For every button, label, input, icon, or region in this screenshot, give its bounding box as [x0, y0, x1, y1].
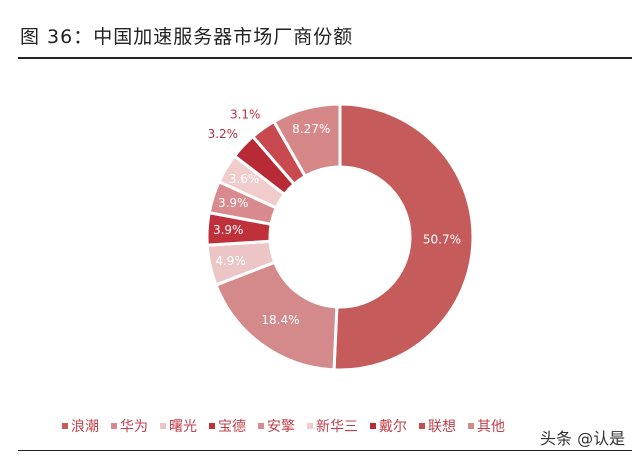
- legend-label: 宝德: [218, 419, 246, 435]
- slice-华为: [214, 260, 339, 372]
- legend-swatch: [468, 423, 474, 429]
- legend-swatch: [62, 423, 68, 429]
- legend-swatch: [370, 423, 376, 429]
- legend-label: 华为: [120, 419, 148, 435]
- data-label: 3.2%: [208, 127, 239, 141]
- watermark: 头条 @认是: [540, 429, 626, 448]
- slice-浪潮: [332, 102, 475, 372]
- legend-label: 曙光: [169, 419, 197, 435]
- legend-item: 联想: [419, 416, 456, 436]
- legend-swatch: [258, 423, 264, 429]
- legend-item: 安擎: [258, 416, 295, 436]
- legend: 浪潮 华为 曙光 宝德 安擎 新华三 戴尔 联想 其他: [62, 416, 505, 436]
- legend-item: 华为: [111, 416, 148, 436]
- legend-item: 新华三: [307, 416, 358, 436]
- top-rule: [18, 57, 632, 59]
- data-label: 3.1%: [230, 108, 261, 122]
- bottom-rule: [18, 450, 632, 451]
- legend-item: 戴尔: [370, 416, 407, 436]
- legend-swatch: [419, 423, 425, 429]
- legend-item: 其他: [468, 416, 505, 436]
- data-label: 4.9%: [215, 254, 246, 268]
- data-label: 50.7%: [423, 232, 461, 246]
- data-label: 18.4%: [261, 313, 299, 327]
- legend-item: 浪潮: [62, 416, 99, 436]
- data-label: 3.9%: [218, 196, 249, 210]
- legend-label: 联想: [428, 419, 456, 435]
- legend-label: 新华三: [316, 419, 358, 435]
- legend-swatch: [111, 423, 117, 429]
- legend-item: 曙光: [160, 416, 197, 436]
- legend-label: 戴尔: [379, 419, 407, 435]
- data-label: 3.6%: [229, 172, 260, 186]
- slice-其他: [271, 102, 342, 179]
- legend-swatch: [209, 423, 215, 429]
- legend-swatch: [307, 423, 313, 429]
- legend-item: 宝德: [209, 416, 246, 436]
- legend-swatch: [160, 423, 166, 429]
- legend-label: 浪潮: [71, 419, 99, 435]
- legend-label: 其他: [477, 419, 505, 435]
- data-label: 3.9%: [213, 223, 244, 237]
- legend-label: 安擎: [267, 419, 295, 435]
- data-label: 8.27%: [292, 122, 330, 136]
- figure-title: 图 36：中国加速服务器市场厂商份额: [20, 26, 354, 48]
